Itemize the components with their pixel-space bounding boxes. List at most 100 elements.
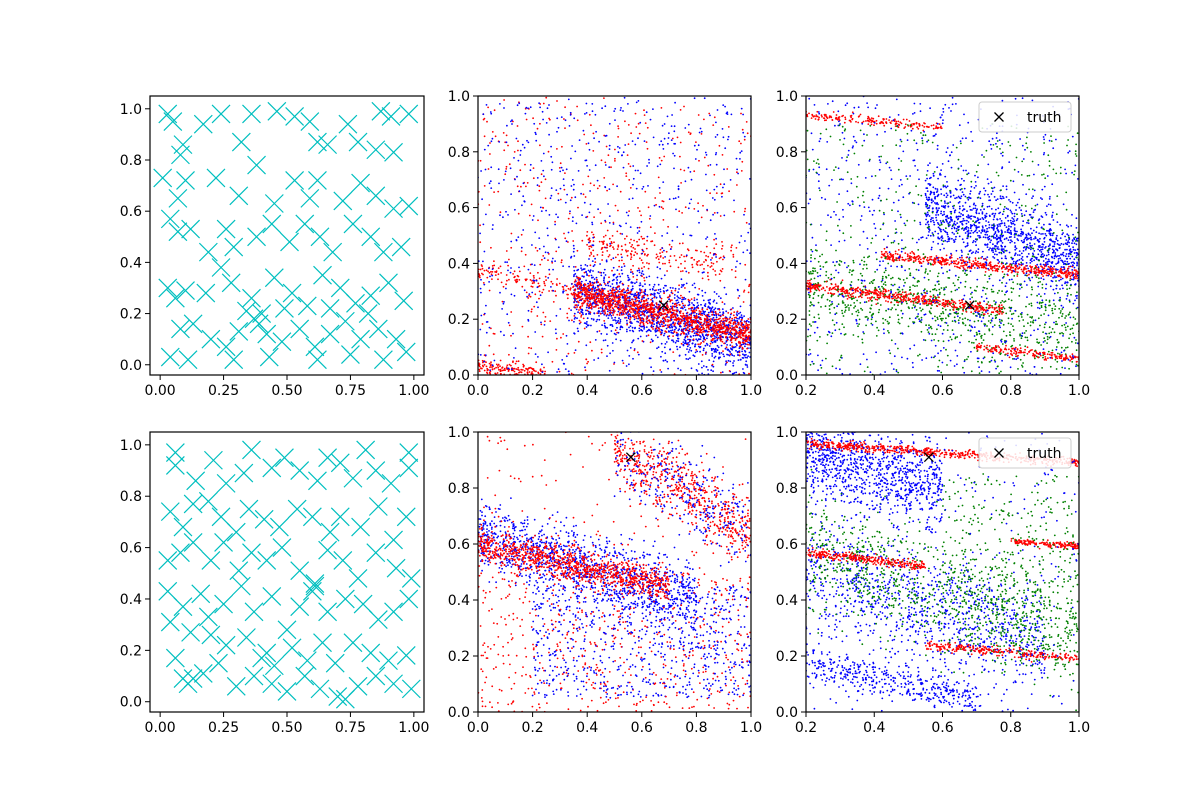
data-point <box>700 133 703 135</box>
data-point <box>674 341 677 344</box>
data-point <box>501 300 504 303</box>
data-point <box>724 364 727 366</box>
data-point <box>690 178 693 181</box>
data-point <box>636 299 639 302</box>
data-point <box>586 243 588 246</box>
data-point <box>646 262 648 264</box>
data-point <box>981 225 984 228</box>
data-point <box>601 287 604 290</box>
data-point <box>691 302 693 304</box>
data-point <box>488 281 490 283</box>
data-point <box>655 321 658 324</box>
data-point <box>707 333 710 336</box>
data-point <box>1060 266 1063 268</box>
data-point <box>740 150 743 153</box>
data-point <box>556 148 558 150</box>
data-point <box>589 190 591 192</box>
data-point <box>264 194 284 213</box>
data-point <box>723 355 725 358</box>
data-point <box>689 132 692 135</box>
data-point <box>1009 219 1012 222</box>
data-point <box>602 243 605 246</box>
data-point <box>745 360 748 363</box>
data-point <box>615 333 617 336</box>
data-point <box>1067 234 1070 237</box>
data-point <box>661 331 663 334</box>
data-point <box>536 249 539 252</box>
data-point <box>662 313 664 315</box>
data-point <box>604 294 607 296</box>
data-point <box>648 357 651 360</box>
data-point <box>657 303 660 306</box>
data-point <box>714 153 717 156</box>
data-point <box>1041 248 1044 251</box>
data-point <box>494 271 496 273</box>
data-point <box>577 277 580 279</box>
data-point <box>997 259 1000 261</box>
data-point <box>706 330 709 333</box>
data-point <box>275 299 294 318</box>
data-point <box>707 325 710 328</box>
data-point <box>616 326 618 329</box>
data-point <box>479 159 482 162</box>
data-point <box>594 164 597 167</box>
data-point <box>527 141 530 144</box>
data-point <box>637 308 639 311</box>
data-point <box>549 197 552 200</box>
data-point <box>483 283 486 286</box>
data-point <box>542 169 545 172</box>
data-point <box>713 324 715 327</box>
data-point <box>735 330 737 332</box>
data-point <box>540 323 543 326</box>
data-point <box>670 290 673 292</box>
data-point <box>738 347 741 350</box>
data-point <box>586 309 589 312</box>
data-point <box>504 369 506 371</box>
data-point <box>708 324 711 327</box>
data-point <box>745 324 747 326</box>
data-point <box>525 106 528 109</box>
data-point <box>676 337 679 340</box>
data-point <box>1015 204 1018 207</box>
data-point <box>682 330 684 333</box>
data-point <box>604 274 607 276</box>
data-point <box>543 280 545 283</box>
data-point <box>732 362 734 364</box>
data-point <box>700 331 703 334</box>
data-point <box>609 301 611 304</box>
data-point <box>653 292 656 295</box>
data-point <box>483 363 486 366</box>
data-point <box>598 185 601 187</box>
data-point <box>677 318 680 320</box>
data-point <box>507 144 509 147</box>
data-point <box>690 367 693 370</box>
data-point <box>648 328 650 331</box>
data-point <box>1052 219 1055 221</box>
data-point <box>662 257 665 259</box>
data-point <box>494 135 497 138</box>
data-point <box>626 288 629 291</box>
data-point <box>490 246 492 249</box>
data-point <box>715 314 718 317</box>
data-point <box>687 358 690 361</box>
data-point <box>612 223 615 225</box>
data-point <box>733 326 736 329</box>
data-point <box>732 326 734 329</box>
data-point <box>693 312 695 314</box>
data-point <box>645 321 648 323</box>
data-point <box>951 231 954 234</box>
data-point <box>711 355 714 357</box>
data-point <box>703 320 706 322</box>
data-point <box>533 277 535 279</box>
data-point <box>1048 229 1051 231</box>
data-point <box>1054 254 1057 257</box>
data-point <box>582 276 585 278</box>
data-point <box>627 124 630 126</box>
data-point <box>705 255 707 257</box>
data-point <box>517 236 520 239</box>
data-point <box>489 180 492 183</box>
data-point <box>659 256 662 258</box>
data-point <box>606 246 608 249</box>
data-point <box>729 324 731 327</box>
